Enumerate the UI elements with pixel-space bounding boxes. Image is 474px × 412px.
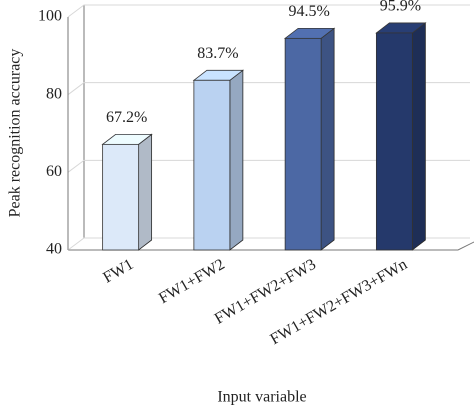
grid-line <box>67 237 470 251</box>
grid-line <box>67 82 470 96</box>
value-label: 94.5% <box>288 3 329 20</box>
y-tick-label: 80 <box>46 85 62 102</box>
grid-line <box>67 4 470 18</box>
bar-side <box>320 27 335 251</box>
bar <box>284 37 322 251</box>
y-axis-label: Peak recognition accuracy <box>7 49 24 218</box>
x-tick-label: FW1+FW2 <box>156 256 228 307</box>
y-tick-label: 60 <box>46 163 62 180</box>
bar-side <box>229 69 244 251</box>
value-label: 95.9% <box>380 0 421 15</box>
x-axis-label: Input variable <box>217 389 306 406</box>
value-label: 67.2% <box>106 109 147 126</box>
x-tick-label: FW1 <box>100 256 136 287</box>
value-label: 83.7% <box>197 45 238 62</box>
y-tick-label: 40 <box>46 241 62 258</box>
bar-side <box>138 133 153 251</box>
bar <box>193 79 231 251</box>
y-tick-label: 100 <box>38 8 62 25</box>
bar <box>375 32 413 251</box>
grid-line <box>67 159 470 173</box>
bar <box>102 143 140 251</box>
bar-side <box>411 22 426 251</box>
